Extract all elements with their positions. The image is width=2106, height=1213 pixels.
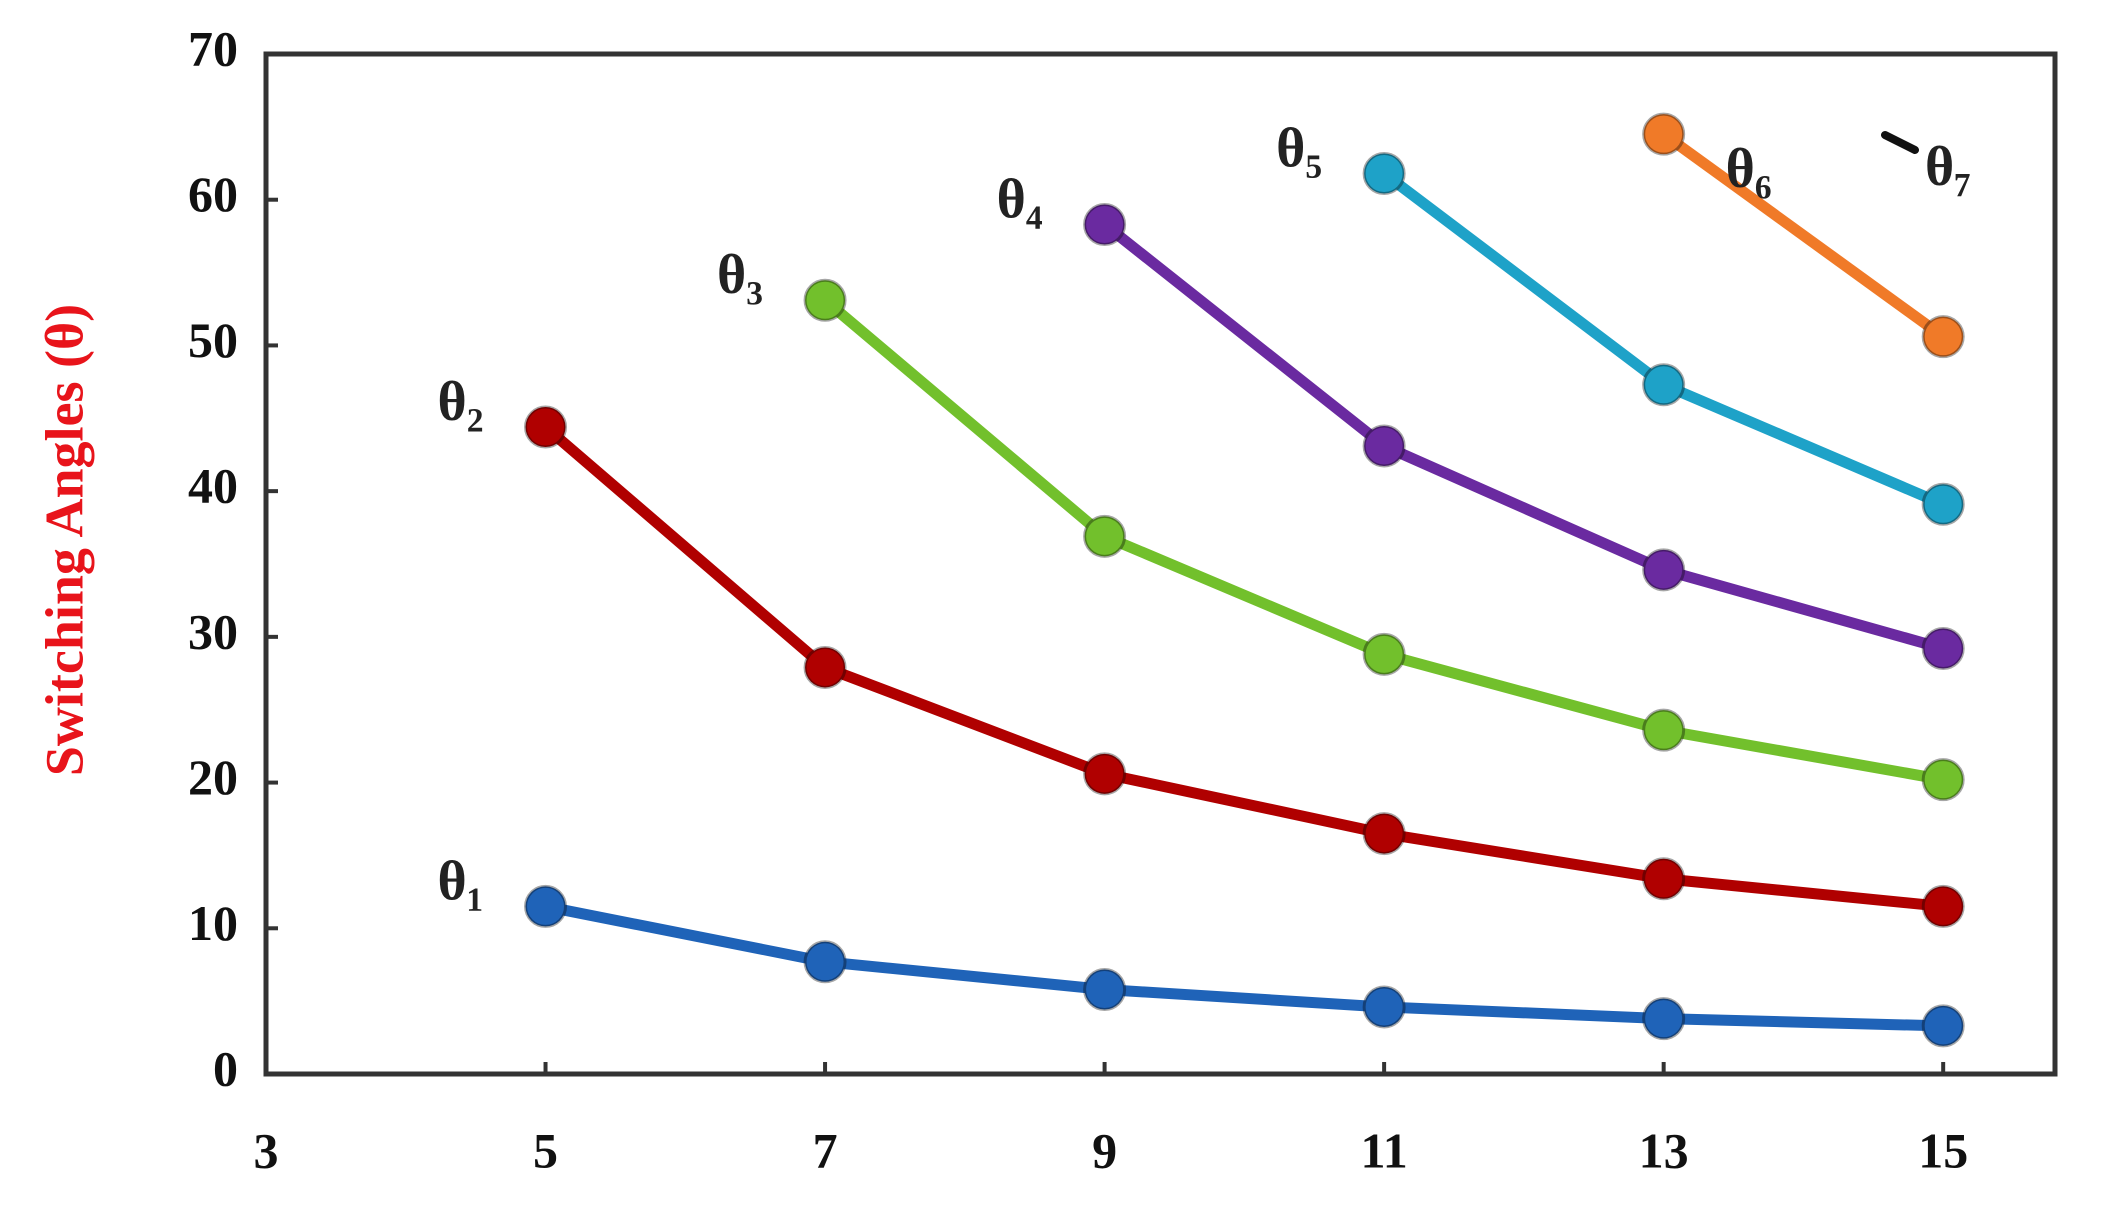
data-point bbox=[1642, 857, 1686, 901]
y-tick-label: 70 bbox=[188, 20, 238, 76]
x-tick-label: 5 bbox=[533, 1122, 558, 1178]
y-tick-label: 60 bbox=[188, 166, 238, 222]
series-label: θ₅ bbox=[1276, 117, 1322, 179]
data-point bbox=[1362, 151, 1406, 195]
y-tick-label: 50 bbox=[188, 312, 238, 368]
data-point bbox=[1642, 708, 1686, 752]
data-point bbox=[524, 405, 568, 449]
series-label: θ₃ bbox=[717, 244, 763, 306]
data-point bbox=[1642, 997, 1686, 1041]
x-tick-label: 15 bbox=[1918, 1122, 1968, 1178]
data-point bbox=[1921, 1004, 1965, 1048]
data-point bbox=[1921, 315, 1965, 359]
y-tick-label: 10 bbox=[188, 895, 238, 951]
series-line bbox=[544, 901, 1944, 1032]
data-point bbox=[524, 884, 568, 928]
data-point bbox=[1642, 548, 1686, 592]
series-label: θ₂ bbox=[438, 371, 484, 433]
series-label: θ₆ bbox=[1726, 138, 1772, 200]
annotation-arrow bbox=[1881, 131, 1919, 154]
plot-frame bbox=[263, 51, 2058, 1077]
series-line bbox=[541, 422, 1944, 912]
data-point bbox=[803, 278, 847, 322]
data-point bbox=[1362, 632, 1406, 676]
data-point bbox=[803, 645, 847, 689]
data-point bbox=[1921, 884, 1965, 928]
data-point bbox=[803, 940, 847, 984]
data-point bbox=[1083, 967, 1127, 1011]
x-tick-label: 11 bbox=[1361, 1122, 1408, 1178]
data-point bbox=[1362, 424, 1406, 468]
annotation: θ₇ bbox=[1925, 136, 1971, 198]
y-tick-label: 20 bbox=[188, 749, 238, 805]
series-label: θ₄ bbox=[997, 168, 1043, 230]
data-point bbox=[1642, 363, 1686, 407]
y-tick-label: 0 bbox=[213, 1040, 238, 1096]
data-point bbox=[1083, 514, 1127, 558]
x-tick-label: 9 bbox=[1092, 1122, 1117, 1178]
data-point bbox=[1921, 758, 1965, 802]
x-tick-label: 3 bbox=[254, 1122, 279, 1178]
series-line bbox=[821, 296, 1945, 786]
y-tick-label: 40 bbox=[188, 458, 238, 514]
data-point bbox=[1921, 482, 1965, 526]
data-point bbox=[1921, 627, 1965, 671]
x-tick-label: 7 bbox=[813, 1122, 838, 1178]
series-label: θ₁ bbox=[438, 850, 484, 912]
data-point bbox=[1362, 985, 1406, 1029]
data-point bbox=[1083, 752, 1127, 796]
series-line bbox=[1660, 129, 1947, 342]
y-tick-label: 30 bbox=[188, 603, 238, 659]
series-line bbox=[1101, 220, 1945, 654]
data-point bbox=[1642, 112, 1686, 156]
y-axis-label: Switching Angles (θ) bbox=[34, 304, 94, 776]
data-point bbox=[1083, 202, 1127, 246]
series-line bbox=[1380, 169, 1946, 510]
x-tick-label: 13 bbox=[1639, 1122, 1689, 1178]
data-point bbox=[1362, 812, 1406, 856]
